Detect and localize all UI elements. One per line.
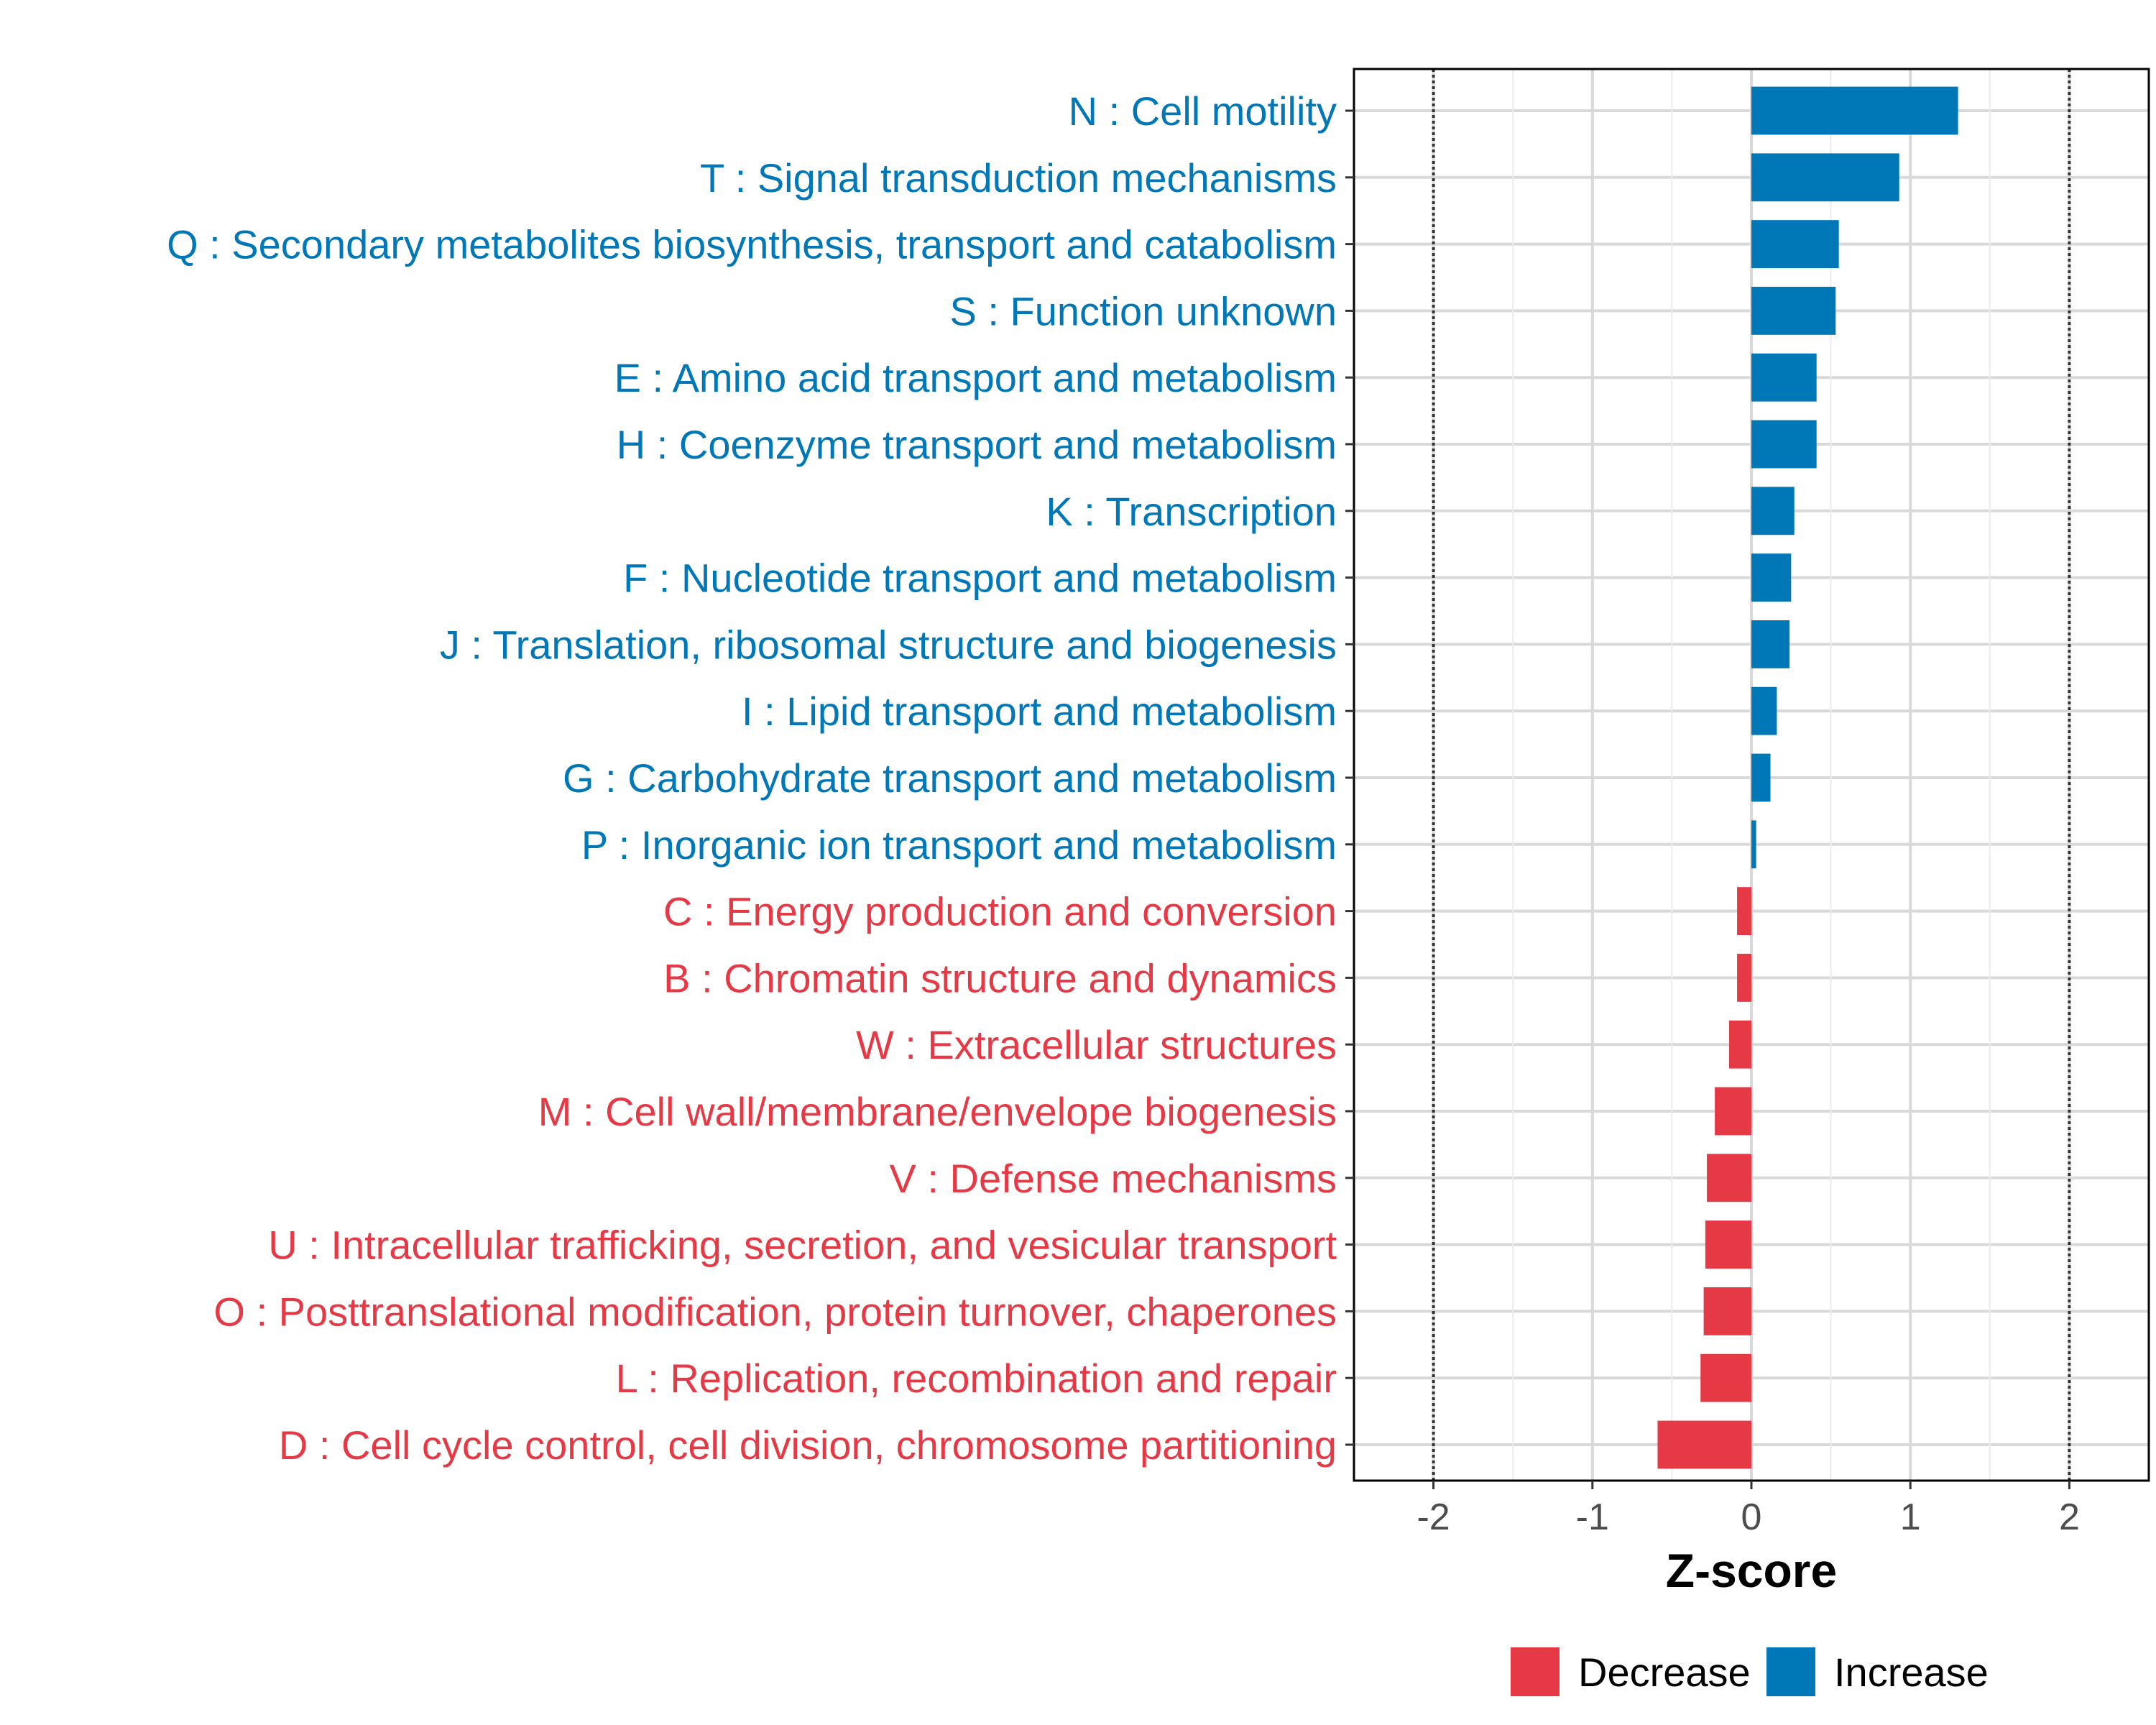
- category-label: S : Function unknown: [949, 288, 1337, 334]
- bar: [1703, 1287, 1751, 1335]
- bar: [1751, 820, 1756, 869]
- x-axis-ticks: -2 -1 0 1 2: [1416, 1481, 2080, 1538]
- x-tick-label: 0: [1741, 1496, 1762, 1538]
- bar: [1707, 1154, 1751, 1202]
- bar: [1705, 1220, 1751, 1269]
- category-label: T : Signal transduction mechanisms: [700, 155, 1337, 201]
- bar: [1729, 1020, 1751, 1069]
- x-tick-label: 2: [2059, 1496, 2080, 1538]
- bar: [1737, 953, 1751, 1002]
- category-label: F : Nucleotide transport and metabolism: [623, 556, 1337, 601]
- category-label: U : Intracellular trafficking, secretion…: [268, 1223, 1337, 1268]
- y-axis-ticks: [1345, 109, 1354, 1446]
- category-label: B : Chromatin structure and dynamics: [663, 955, 1337, 1000]
- legend-label: Increase: [1834, 1650, 1989, 1695]
- bar: [1751, 553, 1792, 602]
- category-label: J : Translation, ribosomal structure and…: [440, 622, 1337, 667]
- category-label: N : Cell motility: [1069, 88, 1337, 134]
- bar: [1751, 620, 1790, 668]
- bar: [1700, 1353, 1751, 1402]
- category-label: P : Inorganic ion transport and metaboli…: [581, 822, 1337, 868]
- bar: [1737, 887, 1751, 936]
- category-label: G : Carbohydrate transport and metabolis…: [563, 755, 1337, 801]
- category-label: C : Energy production and conversion: [663, 889, 1337, 934]
- legend-label: Decrease: [1578, 1650, 1751, 1695]
- bar: [1657, 1420, 1751, 1469]
- bar: [1751, 153, 1899, 202]
- category-label: L : Replication, recombination and repai…: [616, 1356, 1337, 1401]
- bar: [1751, 487, 1795, 535]
- bars: [1657, 86, 1958, 1469]
- bar: [1715, 1087, 1751, 1136]
- category-label: M : Cell wall/membrane/envelope biogenes…: [538, 1089, 1337, 1134]
- category-label: V : Defense mechanisms: [890, 1156, 1337, 1201]
- x-tick-label: -2: [1416, 1496, 1450, 1538]
- category-label: E : Amino acid transport and metabolism: [614, 355, 1337, 400]
- bar: [1751, 420, 1817, 469]
- category-label: K : Transcription: [1046, 489, 1337, 534]
- category-label: I : Lipid transport and metabolism: [742, 689, 1337, 734]
- category-label: H : Coenzyme transport and metabolism: [617, 422, 1337, 467]
- bar: [1751, 86, 1958, 135]
- category-label: D : Cell cycle control, cell division, c…: [279, 1422, 1337, 1468]
- bar: [1751, 220, 1839, 269]
- legend: Decrease Increase: [1511, 1647, 1989, 1696]
- x-tick-label: -1: [1576, 1496, 1609, 1538]
- category-label: W : Extracellular structures: [856, 1022, 1337, 1067]
- x-axis-title: Z-score: [1666, 1544, 1837, 1597]
- bar: [1751, 286, 1836, 335]
- legend-swatch: [1511, 1647, 1560, 1696]
- legend-swatch: [1766, 1647, 1815, 1696]
- y-axis-category-labels: N : Cell motility T : Signal transduction…: [167, 88, 1337, 1468]
- category-label: O : Posttranslational modification, prot…: [213, 1289, 1337, 1334]
- bar: [1751, 353, 1817, 402]
- category-label: Q : Secondary metabolites biosynthesis, …: [167, 222, 1337, 267]
- bar: [1751, 686, 1777, 735]
- x-tick-label: 1: [1900, 1496, 1921, 1538]
- bar: [1751, 753, 1771, 802]
